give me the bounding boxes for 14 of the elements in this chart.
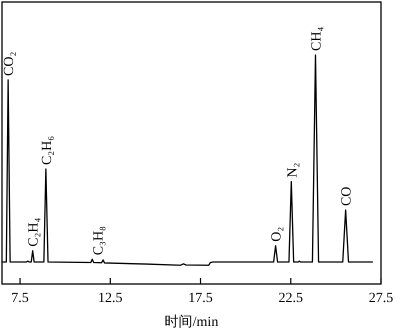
annotation: C₂H₆ xyxy=(40,136,55,166)
x-tick-label: 17.5 xyxy=(188,291,213,306)
annotation: CH₄ xyxy=(309,26,324,51)
x-tick-label: 7.5 xyxy=(11,291,29,306)
annotation: C₃H₈ xyxy=(92,226,107,256)
x-axis-title: 时间/min xyxy=(164,314,218,330)
annotation: C₂H₄ xyxy=(26,217,42,247)
annotation: O₂ xyxy=(270,226,285,242)
x-tick-label: 22.5 xyxy=(278,291,304,306)
annotation: CO xyxy=(340,186,355,206)
x-tick-label: 27.5 xyxy=(368,291,394,306)
annotation: CO₂ xyxy=(2,52,18,76)
annotation: N₂ xyxy=(285,162,300,178)
x-tick-label: 12.5 xyxy=(98,291,123,306)
